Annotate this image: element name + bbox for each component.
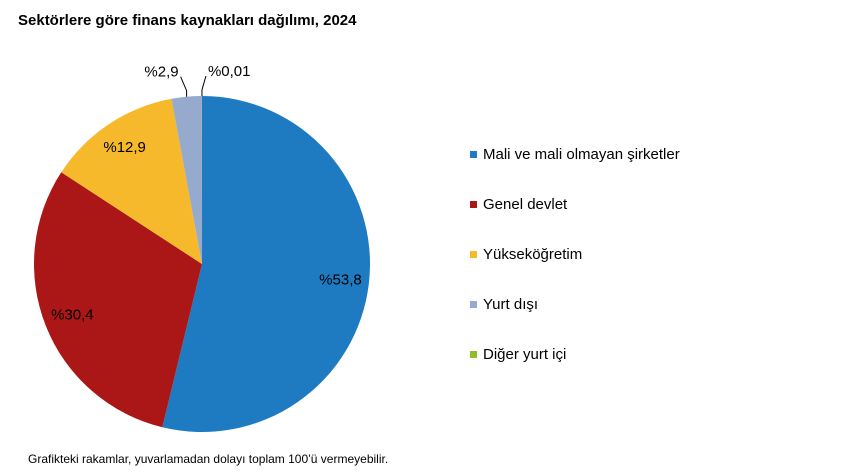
- legend-swatch: [470, 201, 477, 208]
- pie-slice: [61, 98, 202, 264]
- pie-slice: [33, 172, 202, 428]
- legend-swatch: [470, 151, 477, 158]
- data-label: %53,8: [319, 272, 362, 289]
- data-label: %0,01: [208, 63, 251, 80]
- legend-item: Mali ve mali olmayan şirketler: [470, 145, 690, 195]
- legend-label: Yükseköğretim: [483, 246, 583, 263]
- leader-line: [201, 75, 207, 97]
- legend: Mali ve mali olmayan şirketler Genel devl…: [470, 145, 690, 395]
- pie-slice: [171, 96, 202, 264]
- legend-item: Yurt dışı: [470, 295, 690, 345]
- legend-label: Yurt dışı: [483, 296, 539, 313]
- data-label: %12,9: [103, 139, 146, 156]
- legend-label: Diğer yurt içi: [483, 346, 567, 363]
- pie-slice: [162, 96, 370, 432]
- legend-label: Mali ve mali olmayan şirketler: [483, 146, 680, 163]
- chart-title: Sektörlere göre finans kaynakları dağılı…: [18, 12, 357, 29]
- data-label: %2,9: [144, 64, 178, 81]
- legend-item: Genel devlet: [470, 195, 690, 245]
- legend-item: Diğer yurt içi: [470, 345, 690, 395]
- legend-swatch: [470, 351, 477, 358]
- legend-swatch: [470, 301, 477, 308]
- legend-swatch: [470, 251, 477, 258]
- legend-label: Genel devlet: [483, 196, 568, 213]
- leader-line: [180, 76, 188, 97]
- legend-item: Yükseköğretim: [470, 245, 690, 295]
- data-label: %30,4: [51, 306, 94, 323]
- footnote: Grafikteki rakamlar, yuvarlamadan dolayı…: [28, 452, 388, 466]
